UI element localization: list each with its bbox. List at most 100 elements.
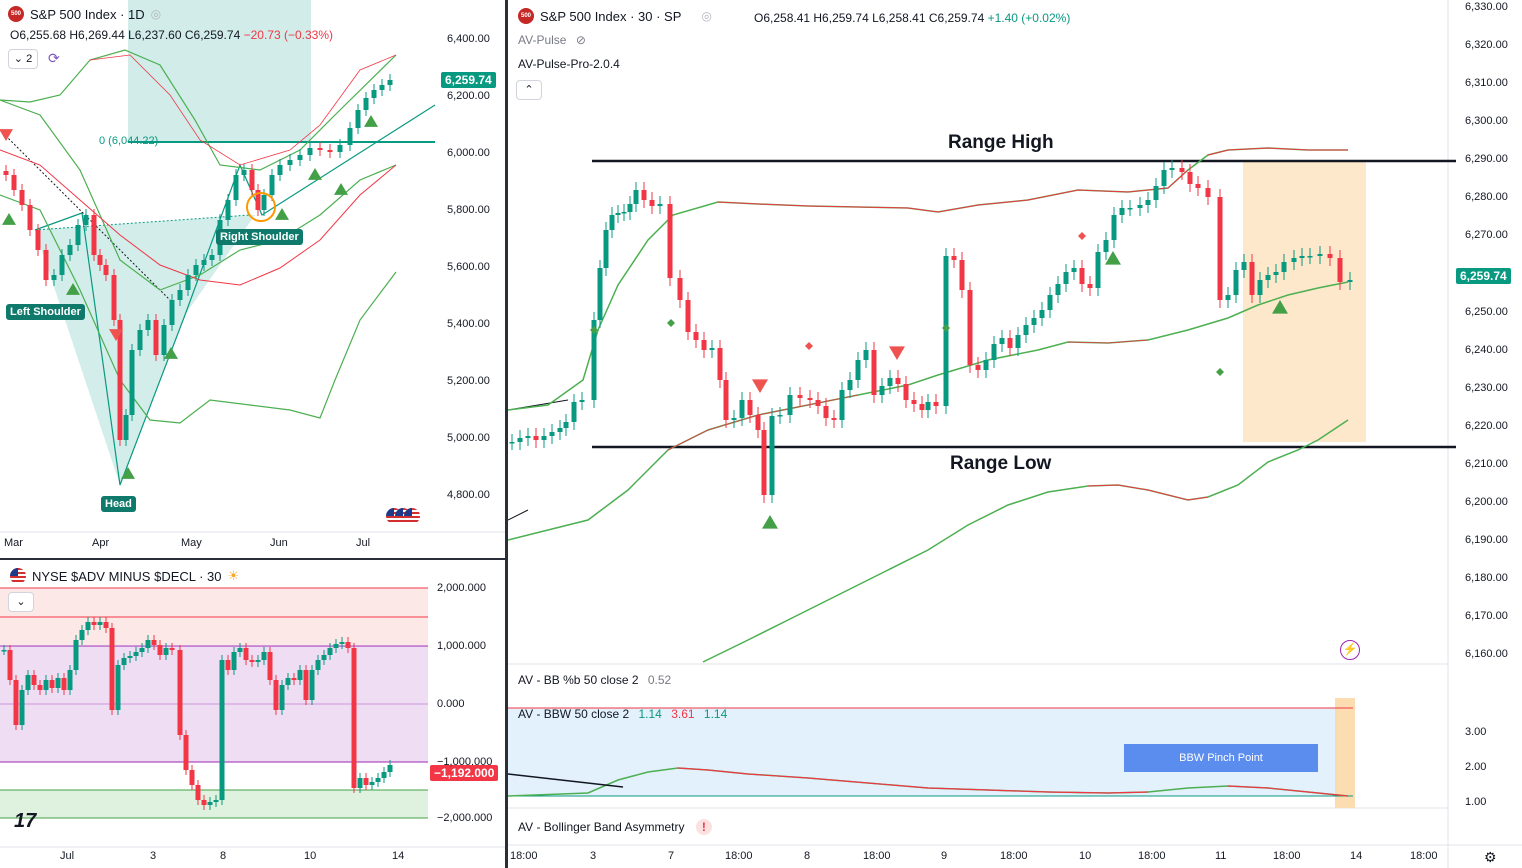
axis-tick-label: 6,290.00: [1465, 153, 1508, 165]
daily-candle-body: [233, 175, 239, 200]
sell-signal-triangle: [0, 129, 13, 141]
main-candle-body: [677, 278, 683, 300]
main-chart-canvas[interactable]: [508, 0, 1522, 868]
main-candle-body: [787, 395, 793, 415]
adv-candle-body: [261, 652, 267, 660]
main-chart-pane[interactable]: 500 S&P 500 Index · 30 · SP ◎ O6,258.41 …: [508, 0, 1522, 868]
settings-gear-icon[interactable]: ⚙: [1484, 849, 1497, 865]
adv-candle-body: [79, 630, 85, 640]
main-chart-header[interactable]: 500 S&P 500 Index · 30 · SP ◎: [518, 8, 712, 24]
axis-tick-label: 6,330.00: [1465, 1, 1508, 13]
eye-icon[interactable]: ◎: [701, 9, 712, 23]
adv-candle-body: [61, 678, 67, 690]
main-candle-body: [919, 404, 925, 410]
daily-chart-canvas[interactable]: [0, 0, 505, 558]
asymmetry-indicator[interactable]: AV - Bollinger Band Asymmetry !: [518, 819, 712, 835]
adv-decl-title[interactable]: NYSE $ADV MINUS $DECL · 30: [32, 568, 222, 584]
daily-symbol-title[interactable]: S&P 500 Index · 1D: [30, 6, 145, 22]
adv-candle-body: [1, 650, 7, 652]
main-candle-body: [959, 260, 965, 290]
adv-candle-body: [31, 675, 37, 685]
daily-band-upper: [0, 99, 397, 291]
daily-candle-body: [249, 170, 255, 190]
adv-candle-body: [121, 658, 127, 665]
adv-candle-body: [133, 652, 139, 656]
adv-decl-header[interactable]: NYSE $ADV MINUS $DECL · 30 ☀: [10, 568, 239, 584]
trend-line-left: [508, 509, 529, 521]
main-candle-body: [533, 436, 539, 440]
hidden-eye-icon[interactable]: ⊘: [575, 33, 586, 47]
time-tick-label: 10: [304, 850, 317, 862]
daily-candle-body: [327, 150, 333, 152]
axis-tick-label: 6,240.00: [1465, 344, 1508, 356]
axis-tick-label: 5,400.00: [447, 318, 490, 330]
collapse-indicators-button[interactable]: ⌃: [516, 80, 542, 100]
daily-candle-body: [193, 265, 199, 275]
refresh-icon[interactable]: ⟳: [48, 50, 60, 66]
daily-candle-body: [129, 350, 135, 415]
buy-diamond: [590, 326, 598, 334]
indicator-av-pulse-pro[interactable]: AV-Pulse-Pro-2.0.4: [518, 57, 620, 71]
main-candle-body: [609, 215, 615, 230]
adv-candle-body: [333, 644, 339, 648]
main-candle-body: [621, 212, 627, 214]
axis-tick-label: 2.00: [1465, 761, 1487, 773]
adv-candle-body: [327, 648, 333, 655]
main-candle-body: [525, 436, 531, 438]
main-candle-body: [1179, 168, 1185, 172]
fib-level-label: 0 (6,044.22): [99, 135, 159, 147]
adv-candle-body: [37, 685, 43, 690]
axis-tick-label: 6,270.00: [1465, 229, 1508, 241]
axis-tick-label: 6,160.00: [1465, 648, 1508, 660]
main-candle-body: [1273, 272, 1279, 275]
bbw-label: AV - BBW 50 close 2: [518, 707, 630, 721]
bb-pct-indicator[interactable]: AV - BB %b 50 close 2 0.52: [518, 673, 671, 687]
daily-candle-body: [161, 325, 167, 355]
bbw-value-1: 1.14: [638, 707, 662, 721]
main-candle-body: [769, 416, 775, 495]
pane-separator-vertical[interactable]: [505, 0, 508, 868]
daily-candle-body: [387, 80, 393, 85]
adv-candle-body: [139, 648, 145, 652]
daily-candle-body: [19, 190, 25, 205]
adv-candle-body: [207, 802, 213, 805]
daily-chart-pane[interactable]: 500 S&P 500 Index · 1D ◎ O6,255.68 H6,26…: [0, 0, 505, 558]
main-candle-body: [1347, 280, 1353, 282]
main-candle-body: [633, 190, 639, 204]
collapse-button[interactable]: ⌄: [8, 592, 34, 612]
daily-chart-header[interactable]: 500 S&P 500 Index · 1D ◎: [8, 6, 161, 22]
main-candle-body: [709, 348, 715, 350]
sell-signal-triangle: [752, 379, 768, 393]
pane-separator-horizontal[interactable]: [0, 558, 505, 560]
adv-decl-canvas[interactable]: [0, 560, 505, 868]
adv-candle-body: [387, 765, 393, 772]
adv-candle-body: [255, 660, 261, 662]
range-low-label: Range Low: [950, 453, 1052, 474]
axis-tick-label: 6,190.00: [1465, 534, 1508, 546]
tradingview-logo-icon[interactable]: 17: [14, 810, 37, 832]
main-candle-body: [541, 436, 547, 440]
main-candle-body: [603, 230, 609, 268]
bbw-indicator[interactable]: AV - BBW 50 close 2 1.14 3.61 1.14: [518, 707, 727, 721]
main-candle-body: [517, 438, 523, 442]
axis-tick-label: 1,000.000: [437, 640, 486, 652]
main-candle-body: [591, 320, 597, 400]
main-ohlc: O6,258.41 H6,259.74 L6,258.41 C6,259.74 …: [754, 11, 1070, 25]
axis-tick-label: 0.000: [437, 698, 465, 710]
indicator-av-pulse[interactable]: AV-Pulse ⊘: [518, 33, 586, 47]
flags-icon[interactable]: [386, 508, 428, 528]
adv-decl-pane[interactable]: NYSE $ADV MINUS $DECL · 30 ☀ ⌄ −1,192.00…: [0, 560, 505, 868]
adv-candle-body: [13, 680, 19, 725]
collapse-indicators-button[interactable]: ⌄ 2: [8, 49, 38, 69]
lightning-icon[interactable]: ⚡: [1340, 640, 1360, 660]
main-candle-body: [1281, 262, 1287, 272]
time-tick-label: Jul: [356, 537, 371, 549]
time-tick-label: 11: [1215, 850, 1227, 862]
adv-candle-body: [97, 622, 103, 625]
daily-candle-body: [185, 275, 191, 290]
daily-candle-body: [209, 255, 215, 260]
warning-icon[interactable]: !: [695, 819, 712, 835]
daily-last-price: 6,259.74: [441, 72, 496, 88]
eye-icon[interactable]: ◎: [150, 7, 162, 21]
main-symbol-title[interactable]: S&P 500 Index · 30 · SP: [540, 8, 682, 24]
